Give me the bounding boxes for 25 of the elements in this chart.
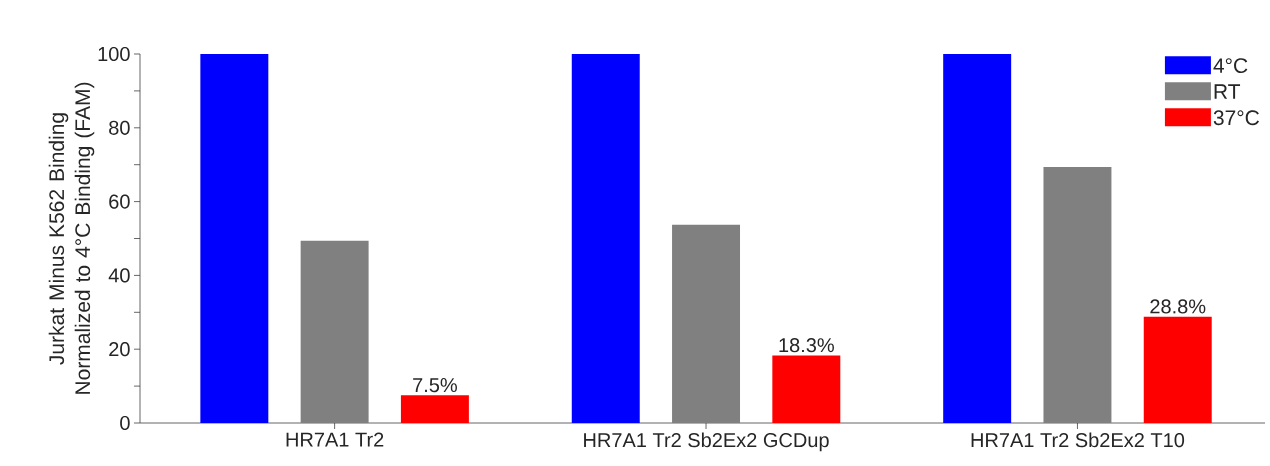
bar bbox=[400, 395, 469, 423]
bar bbox=[772, 355, 841, 423]
y-tick-label: 40 bbox=[108, 268, 130, 283]
bar bbox=[1043, 166, 1112, 423]
x-tick-label: HR7A1 Tr2 bbox=[286, 432, 384, 447]
x-tick-label: HR7A1 Tr2 Sb2Ex2 GCDup bbox=[584, 432, 829, 452]
y-tick-label: 80 bbox=[109, 120, 130, 135]
data-label: 7.5% bbox=[413, 378, 457, 393]
bar bbox=[1143, 316, 1212, 423]
bar bbox=[571, 54, 640, 423]
y-tick-label: 100 bbox=[98, 46, 130, 62]
bar bbox=[200, 54, 269, 423]
y-tick-label: 0 bbox=[120, 415, 130, 431]
bar bbox=[943, 54, 1012, 423]
x-tick-label: HR7A1 Tr2 Sb2Ex2 T10 bbox=[971, 432, 1185, 448]
y-axis-title: Jurkat Minus K562 Binding Normalized to 4°C Binding (FAM) bbox=[48, 82, 95, 394]
data-label: 28.8% bbox=[1150, 299, 1206, 314]
y-tick-label: 60 bbox=[109, 194, 130, 209]
bar bbox=[300, 240, 369, 423]
bar bbox=[672, 224, 741, 423]
y-tick-label: 20 bbox=[109, 342, 130, 357]
data-label: 18.3% bbox=[779, 338, 834, 353]
legend-label: RT bbox=[1214, 84, 1241, 99]
legend-label: 37°C bbox=[1213, 110, 1260, 126]
legend-label: 4°C bbox=[1213, 58, 1248, 74]
